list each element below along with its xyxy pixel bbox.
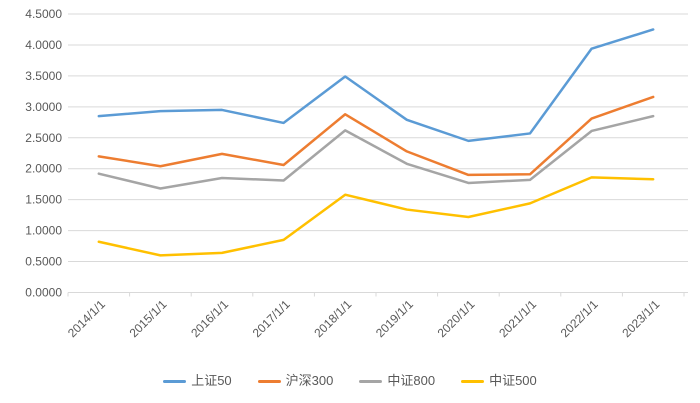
- series-line-1: [97, 95, 655, 177]
- legend-swatch-hs300: [257, 379, 281, 383]
- chart-plot-area: 0.0000 0.5000 1.0000 1.5000 2.0000 2.5000 3.00…: [25, 7, 688, 340]
- x-axis-tick-label: 2020/1/1: [435, 297, 478, 340]
- legend-swatch-zz800: [359, 379, 383, 383]
- y-axis-tick-label: 2.5000: [25, 131, 62, 145]
- x-axis-tick-label: 2019/1/1: [373, 297, 416, 340]
- legend-label-sz50: 上证50: [191, 373, 232, 388]
- series-line-3: [97, 176, 655, 257]
- x-axis-tick-label: 2022/1/1: [558, 297, 601, 340]
- series-line-0: [97, 28, 655, 143]
- x-axis-tick-label: 2021/1/1: [496, 297, 539, 340]
- x-axis-tick-label: 2016/1/1: [188, 297, 231, 340]
- legend-label-zz500: 中证500: [489, 373, 537, 388]
- legend-swatch-zz500: [461, 379, 485, 383]
- x-axis-tick-label: 2017/1/1: [250, 297, 293, 340]
- legend-item-hs300: 沪深300: [257, 371, 334, 391]
- x-axis-tick-label: 2014/1/1: [65, 297, 108, 340]
- y-axis-tick-label: 0.0000: [25, 286, 62, 300]
- x-axis-tick-label: 2015/1/1: [127, 297, 170, 340]
- legend-label-zz800: 中证800: [387, 373, 436, 388]
- chart-legend: 上证50 沪深300 中证800 中证500: [0, 371, 700, 391]
- y-axis-tick-label: 3.0000: [25, 100, 62, 114]
- legend-label-hs300: 沪深300: [285, 373, 334, 388]
- legend-swatch-sz50: [163, 379, 187, 383]
- y-axis-tick-label: 0.5000: [25, 255, 62, 269]
- legend-item-zz800: 中证800: [359, 371, 435, 391]
- y-axis-tick-label: 3.5000: [25, 69, 62, 83]
- y-axis-tick-label: 1.0000: [25, 224, 62, 238]
- x-axis-tick-label: 2018/1/1: [311, 297, 354, 340]
- y-axis-tick-label: 4.5000: [25, 7, 62, 21]
- y-axis-tick-label: 2.0000: [25, 162, 62, 176]
- y-axis-tick-label: 4.0000: [25, 38, 62, 52]
- x-axis-tick-label: 2023/1/1: [619, 297, 662, 340]
- y-axis-tick-label: 1.5000: [25, 193, 62, 207]
- legend-item-zz500: 中证500: [461, 371, 537, 391]
- series-line-2: [97, 114, 655, 190]
- legend-item-sz50: 上证50: [163, 371, 232, 391]
